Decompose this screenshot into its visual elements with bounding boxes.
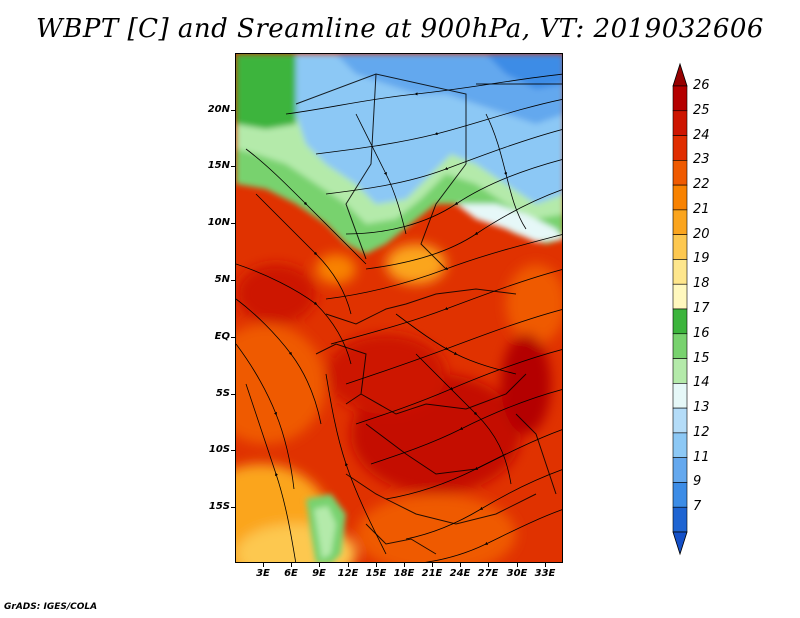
- colorbar-label: 17: [693, 301, 710, 316]
- y-tick-label: 5N: [214, 274, 230, 285]
- y-tick-label: 20N: [207, 104, 230, 115]
- x-tick-label: 30E: [506, 568, 528, 579]
- colorbar-label: 11: [693, 449, 710, 465]
- colorbar-swatch: [672, 110, 688, 136]
- y-tick-label: 15S: [208, 501, 230, 512]
- y-tick-label: 10S: [208, 444, 230, 455]
- colorbar-label: 9: [693, 474, 702, 490]
- x-tick-label: 6E: [284, 568, 298, 579]
- colorbar-label: 21: [693, 201, 710, 217]
- colorbar-swatch: [672, 358, 688, 384]
- colorbar-label: 15: [693, 350, 710, 366]
- y-tick-label: 10N: [207, 217, 230, 228]
- colorbar-swatch: [672, 160, 688, 186]
- y-tick-label: 15N: [207, 160, 230, 171]
- colorbar-swatch: [672, 308, 688, 335]
- colorbar-swatch: [672, 333, 688, 359]
- colorbar-label: 19: [693, 251, 710, 267]
- colorbar-under-arrow: [672, 531, 688, 556]
- y-tick-label: EQ: [214, 331, 230, 342]
- colorbar-label: 25: [693, 102, 710, 118]
- colorbar-swatch: [672, 482, 688, 508]
- y-tick-label: 5S: [215, 388, 230, 399]
- colorbar-swatch: [672, 383, 688, 409]
- x-tick-label: 9E: [312, 568, 326, 579]
- colorbar-swatch: [672, 407, 688, 434]
- colorbar-label: 22: [693, 177, 710, 193]
- x-tick-label: 24E: [449, 568, 471, 579]
- colorbar-swatch: [672, 506, 688, 533]
- colorbar-label: 14: [693, 375, 710, 391]
- colorbar-swatch: [672, 259, 688, 285]
- x-tick-label: 27E: [477, 568, 499, 579]
- colorbar-swatch: [672, 85, 688, 112]
- colorbar-label: 7: [693, 499, 702, 515]
- colorbar-swatch: [672, 209, 688, 235]
- colorbar-swatch: [672, 457, 688, 483]
- colorbar-swatch: [672, 135, 688, 161]
- x-tick-label: 18E: [393, 568, 415, 579]
- colorbar-label: 12: [693, 424, 710, 440]
- x-tick-label: 3E: [256, 568, 270, 579]
- colorbar-label: 20: [693, 226, 710, 242]
- colorbar-swatch: [672, 283, 688, 310]
- colorbar-label: 13: [693, 400, 710, 416]
- footer-credit: GrADS: IGES/COLA: [4, 602, 98, 612]
- colorbar-swatch: [672, 432, 688, 458]
- x-tick-label: 15E: [365, 568, 387, 579]
- colorbar-label: 18: [693, 276, 710, 292]
- colorbar-swatch: [672, 184, 688, 211]
- colorbar-label: 24: [693, 127, 710, 143]
- colorbar-label: 23: [693, 152, 710, 168]
- map-panel: [235, 53, 563, 563]
- colorbar-swatch: [672, 234, 688, 260]
- x-tick-label: 33E: [534, 568, 556, 579]
- colorbar-label: 26: [693, 78, 710, 93]
- wbpt-field: [236, 54, 562, 562]
- x-tick-label: 21E: [421, 568, 443, 579]
- colorbar-over-arrow: [672, 62, 688, 87]
- colorbar-label: 16: [693, 325, 710, 341]
- map-title: WBPT [C] and Sreamline at 900hPa, VT: 20…: [36, 14, 764, 44]
- x-tick-label: 12E: [337, 568, 359, 579]
